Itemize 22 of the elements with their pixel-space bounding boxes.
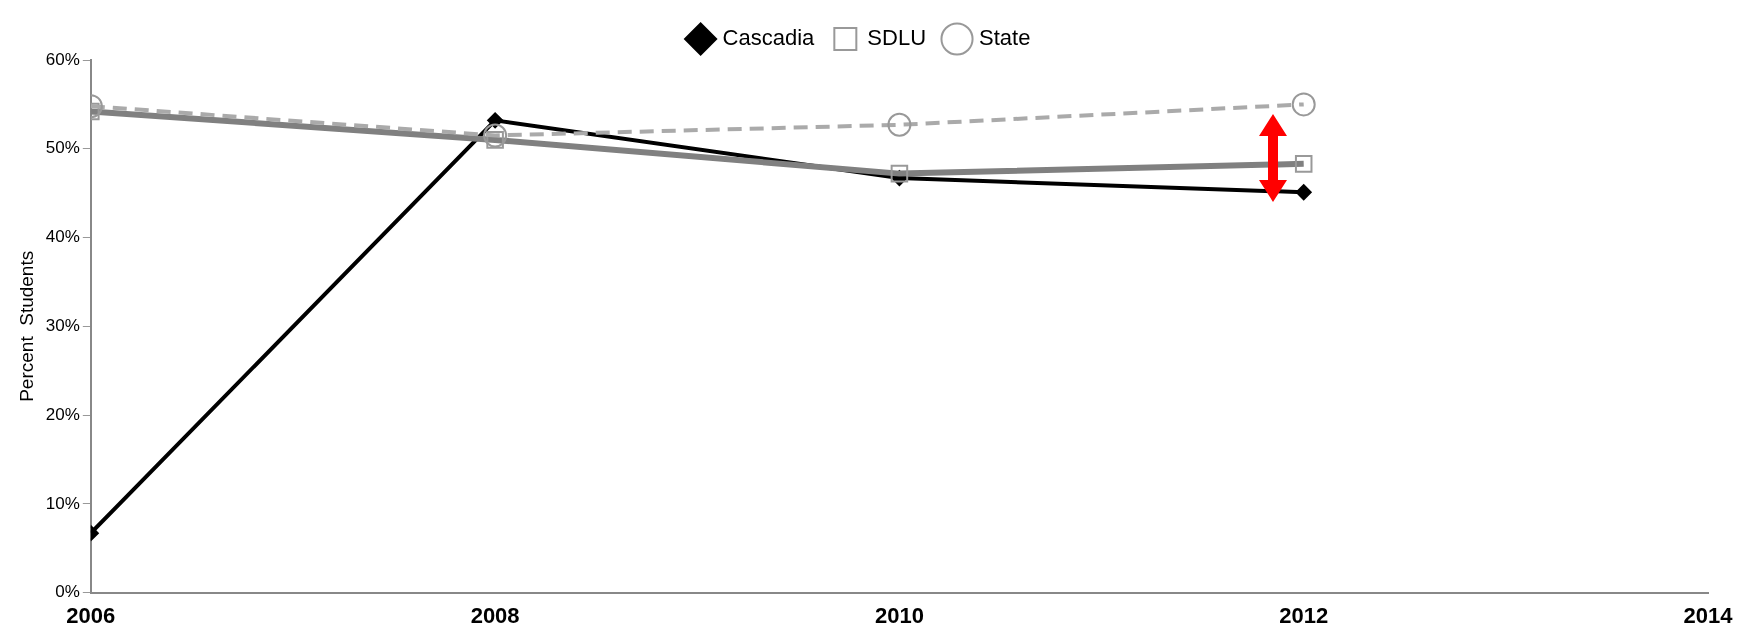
y-tick-label: 50% [45,138,80,158]
point [483,123,508,148]
y-axis-title: Percent Students [15,250,37,402]
x-tick-label: 2008 [470,602,520,628]
point [1291,92,1316,117]
legend-label: State [979,25,1031,51]
y-tick-label: 0% [55,582,80,602]
x-tick-label: 2010 [874,602,924,628]
point [890,164,909,183]
x-tick-label: 2006 [66,602,116,628]
y-tick-label: 40% [45,227,80,247]
point [1294,155,1313,173]
legend-label: SDLU [867,25,927,51]
x-tick-label: 2012 [1279,602,1329,628]
y-tick-label: 60% [45,49,80,69]
point [887,112,912,137]
x-tick-label: 2014 [1683,602,1734,628]
point [1295,184,1312,201]
y-tick-label: 20% [45,404,80,424]
legend-label: Cascadia [722,25,816,51]
y-tick-label: 30% [45,315,80,335]
y-tick-label: 10% [45,493,80,513]
